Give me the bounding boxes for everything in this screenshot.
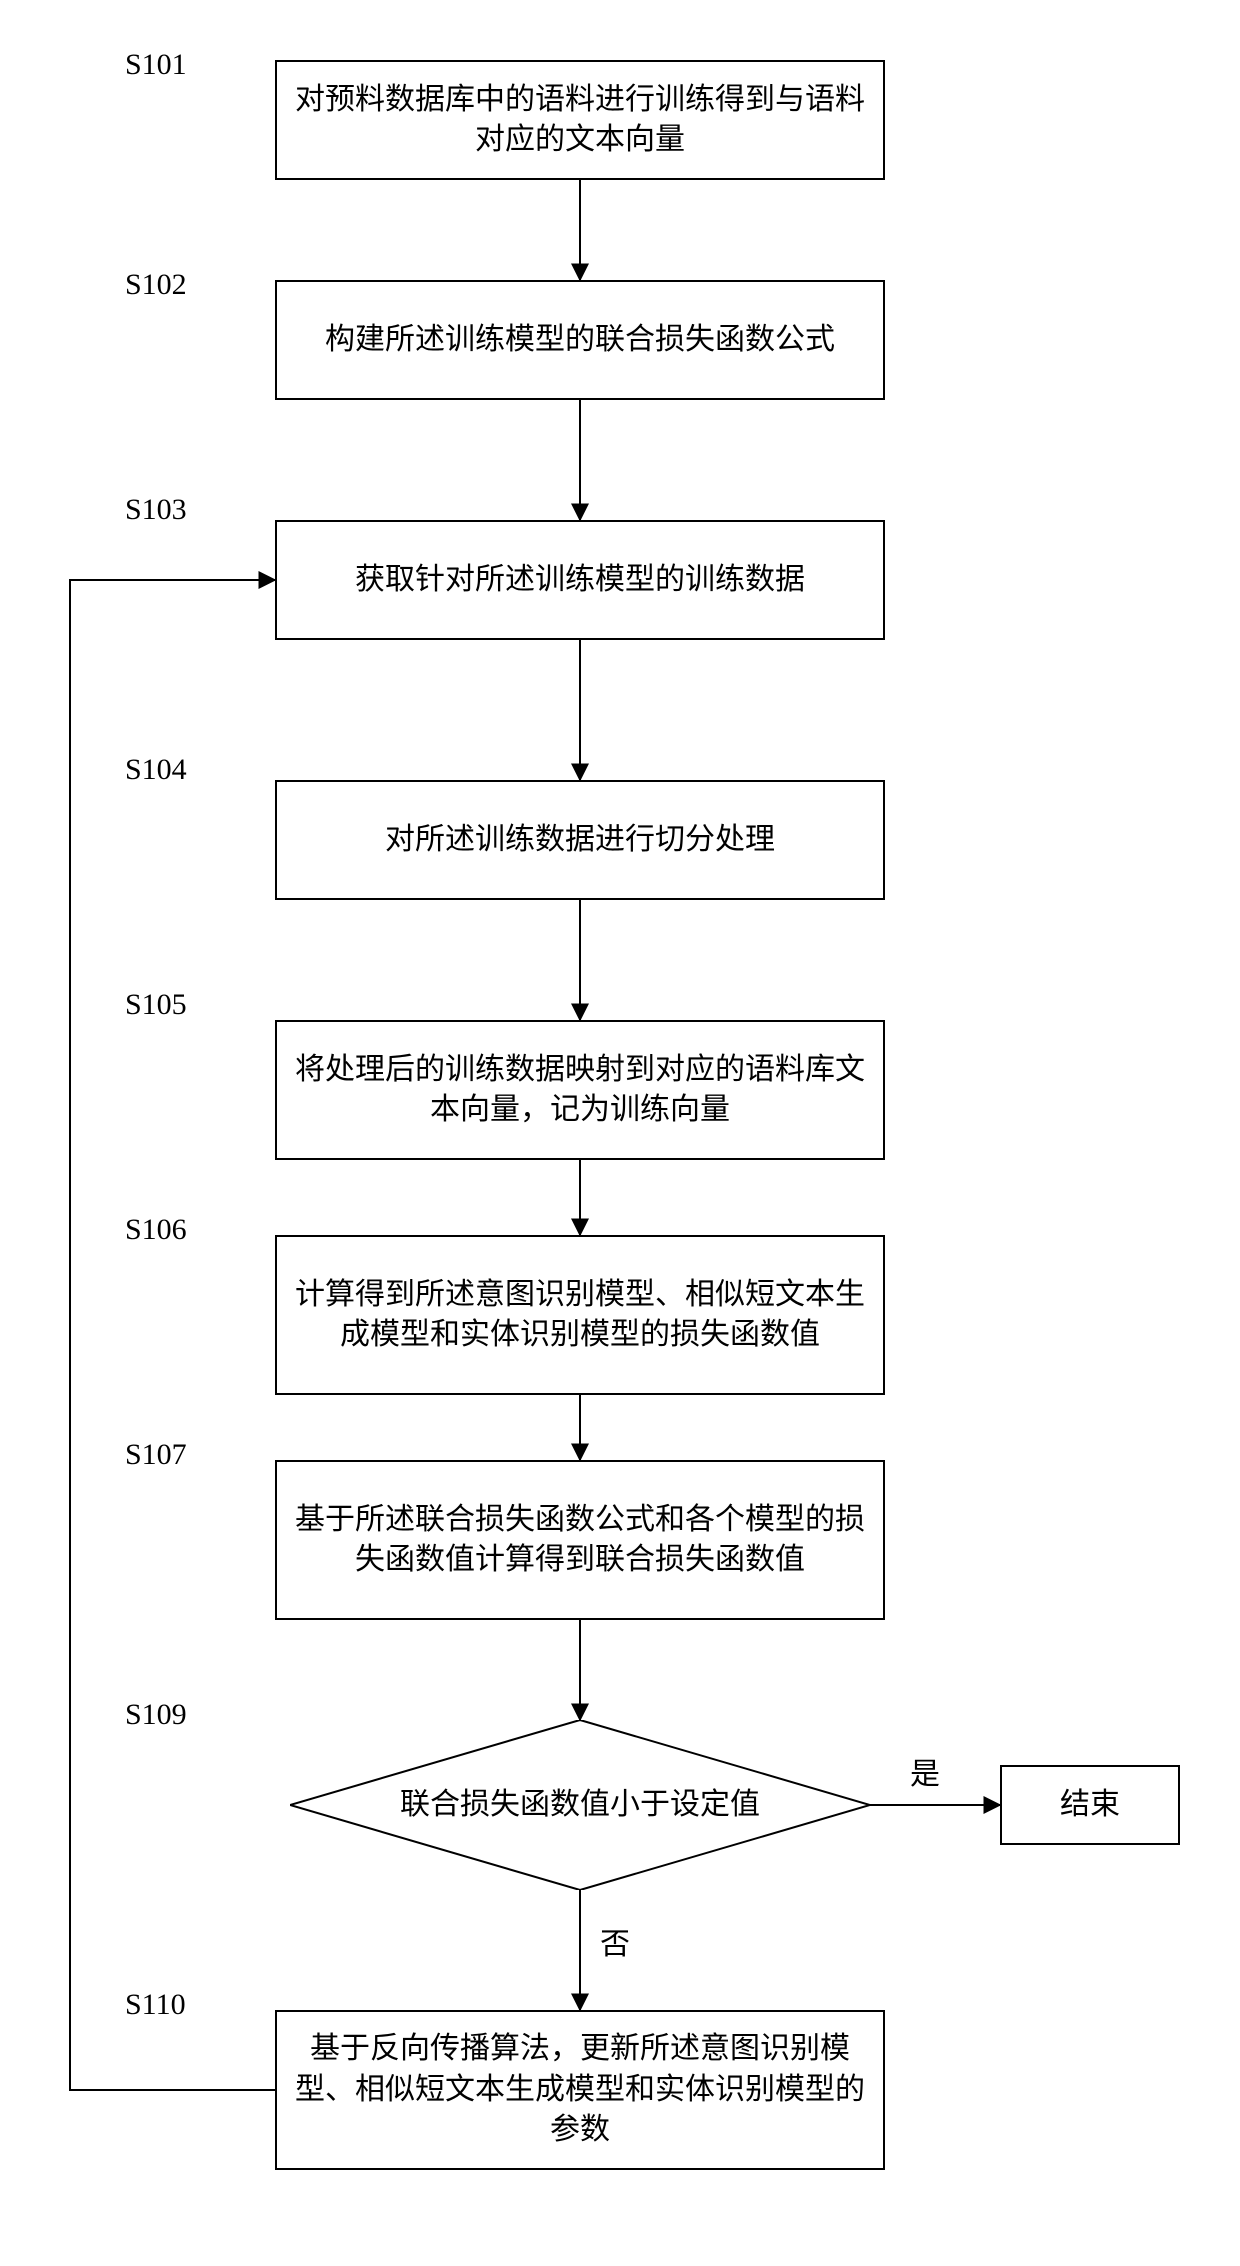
node-s102: 构建所述训练模型的联合损失函数公式	[275, 280, 885, 400]
node-end: 结束	[1000, 1765, 1180, 1845]
node-s109-decision: 联合损失函数值小于设定值	[290, 1720, 870, 1890]
step-label-s103: S103	[125, 495, 187, 525]
node-s104: 对所述训练数据进行切分处理	[275, 780, 885, 900]
step-label-s107: S107	[125, 1440, 187, 1470]
step-label-s105: S105	[125, 990, 187, 1020]
step-label-s109: S109	[125, 1700, 187, 1730]
node-s110: 基于反向传播算法，更新所述意图识别模型、相似短文本生成模型和实体识别模型的参数	[275, 2010, 885, 2170]
node-s109-text: 联合损失函数值小于设定值	[290, 1720, 870, 1890]
step-label-s104: S104	[125, 755, 187, 785]
node-s107: 基于所述联合损失函数公式和各个模型的损失函数值计算得到联合损失函数值	[275, 1460, 885, 1620]
edge-label-no: 否	[600, 1930, 630, 1960]
flowchart-canvas: S101 S102 S103 S104 S105 S106 S107 S109 …	[0, 0, 1240, 2266]
node-s106: 计算得到所述意图识别模型、相似短文本生成模型和实体识别模型的损失函数值	[275, 1235, 885, 1395]
step-label-s106: S106	[125, 1215, 187, 1245]
node-s105: 将处理后的训练数据映射到对应的语料库文本向量，记为训练向量	[275, 1020, 885, 1160]
node-s103: 获取针对所述训练模型的训练数据	[275, 520, 885, 640]
edge-label-yes: 是	[910, 1760, 940, 1790]
node-s101: 对预料数据库中的语料进行训练得到与语料对应的文本向量	[275, 60, 885, 180]
step-label-s110: S110	[125, 1990, 186, 2020]
step-label-s101: S101	[125, 50, 187, 80]
step-label-s102: S102	[125, 270, 187, 300]
